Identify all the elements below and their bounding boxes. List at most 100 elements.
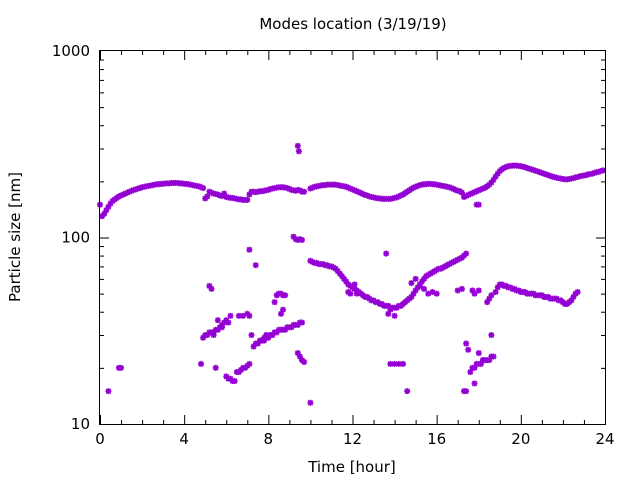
data-point: [391, 360, 398, 367]
data-point: [128, 187, 135, 194]
data-point: [473, 188, 480, 195]
data-point: [488, 332, 495, 339]
data-point: [343, 183, 350, 190]
x-tick-label: 8: [264, 430, 274, 448]
data-point: [338, 273, 345, 280]
x-tick-label: 20: [511, 430, 530, 448]
data-point: [206, 282, 213, 289]
data-point: [391, 312, 398, 319]
data-point: [267, 332, 274, 339]
data-point: [295, 148, 302, 155]
data-point: [343, 278, 350, 285]
x-tick-label: 0: [95, 430, 105, 448]
data-point: [214, 191, 221, 198]
data-point: [280, 306, 287, 313]
data-point: [490, 176, 497, 183]
x-tick-label: 24: [595, 430, 614, 448]
data-point: [574, 289, 581, 296]
data-point: [292, 187, 299, 194]
data-point: [235, 312, 242, 319]
data-point: [448, 185, 455, 192]
data-point: [408, 293, 415, 300]
data-point: [364, 192, 371, 199]
data-point: [248, 332, 255, 339]
data-point: [240, 312, 247, 319]
data-point: [246, 312, 253, 319]
data-point: [250, 343, 257, 350]
data-point: [486, 295, 493, 302]
data-point: [387, 360, 394, 367]
data-point: [477, 186, 484, 193]
data-point: [263, 332, 270, 339]
data-point: [307, 185, 314, 192]
data-point: [210, 332, 217, 339]
data-point: [360, 191, 367, 198]
data-point: [475, 187, 482, 194]
data-point: [309, 184, 316, 191]
data-point: [101, 210, 108, 217]
data-point: [465, 346, 472, 353]
data-point: [341, 275, 348, 282]
data-point: [118, 192, 125, 199]
data-point: [421, 275, 428, 282]
axis-tick-labels: 0 4 8 12 16 20 24 10 100 1000: [52, 42, 615, 448]
data-point: [385, 310, 392, 317]
data-point: [105, 388, 112, 395]
data-point: [492, 173, 499, 180]
x-tick-label: 4: [179, 430, 189, 448]
y-axis-label: Particle size [nm]: [6, 172, 24, 302]
data-point: [471, 364, 478, 371]
data-point: [400, 360, 406, 367]
data-point: [200, 185, 207, 192]
data-point: [99, 213, 106, 220]
data-point: [488, 292, 495, 299]
data-point: [200, 334, 207, 341]
data-point: [334, 268, 341, 275]
data-point: [277, 310, 284, 317]
data-point: [296, 353, 303, 360]
data-point: [452, 186, 459, 193]
data-point: [288, 324, 295, 331]
data-point: [467, 191, 474, 198]
data-point: [273, 329, 280, 336]
data-point: [294, 142, 301, 149]
data-point: [404, 388, 411, 395]
data-point: [351, 281, 358, 288]
data-points: [97, 142, 606, 406]
data-point: [347, 185, 354, 192]
data-point: [198, 360, 204, 367]
data-point: [336, 270, 343, 277]
data-point: [299, 319, 305, 326]
data-point: [195, 183, 202, 190]
x-tick-label: 16: [427, 430, 446, 448]
data-point: [103, 207, 110, 214]
chart-title: Modes location (3/19/19): [259, 15, 446, 33]
data-point: [450, 185, 457, 192]
data-point: [425, 290, 432, 297]
data-point: [124, 189, 131, 196]
data-point: [122, 190, 129, 197]
data-point: [355, 189, 362, 196]
data-point: [299, 236, 305, 243]
data-point: [463, 340, 470, 347]
data-point: [570, 293, 577, 300]
data-point: [214, 326, 221, 333]
data-point: [307, 399, 314, 406]
data-point: [488, 179, 495, 186]
data-point: [479, 357, 486, 364]
data-point: [486, 357, 493, 364]
data-point: [286, 185, 293, 192]
data-point: [353, 290, 360, 297]
data-point: [494, 170, 501, 177]
data-point: [397, 192, 404, 199]
data-point: [479, 185, 486, 192]
data-point: [301, 188, 308, 195]
data-point: [463, 250, 470, 257]
data-point: [469, 190, 476, 197]
data-point: [227, 312, 234, 319]
data-point: [475, 287, 482, 294]
data-point: [412, 287, 419, 294]
data-point: [294, 236, 301, 243]
data-point: [490, 353, 497, 360]
